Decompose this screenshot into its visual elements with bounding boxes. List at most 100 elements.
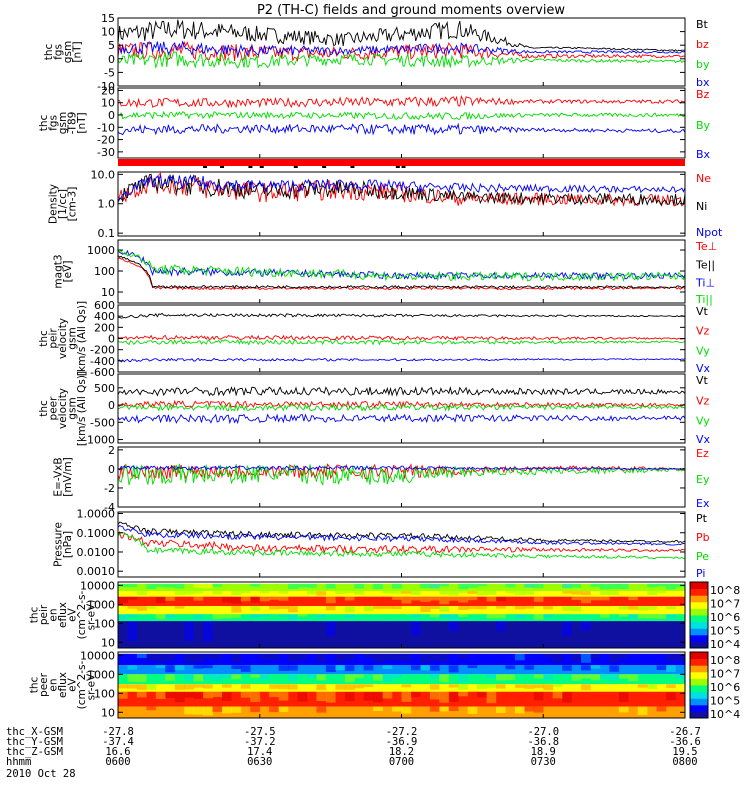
spectrogram-texture [637,665,648,672]
y-tick-label: 10000 [80,579,115,592]
spectrogram-texture [458,653,469,659]
y-axis-label: Pressure [52,522,64,567]
spectrogram-texture [240,583,251,587]
spectrogram-texture [599,606,610,611]
spectrogram-texture [581,665,591,671]
spectrogram-texture [335,653,346,663]
spectrogram-texture [420,674,431,681]
spectrogram-texture [288,684,299,690]
spectrogram-texture [420,596,431,602]
spectrogram-texture [448,614,459,620]
spectrogram-texture [278,606,289,609]
spectrogram-texture [533,614,544,620]
spectrogram-texture [373,583,384,590]
spectrogram-texture [174,706,185,715]
spectrogram-texture [165,591,176,596]
footer-value: -27.8 [102,726,134,738]
spectrogram-texture [524,674,535,679]
y-axis-label: gsm [62,41,74,63]
spectrogram-texture [675,684,686,690]
spectrogram-texture [278,591,289,594]
spectrogram-texture [486,691,497,704]
footer-value: -36.6 [669,736,701,748]
spectrogram-texture [666,614,677,619]
spectrogram-texture [136,591,147,596]
legend-Ne: Ne [696,172,711,185]
series-line-Ex [118,465,685,471]
panel-10: 10^810^710^610^510^4 10000 1000 100 10 thcpee… [29,649,741,721]
spectrogram-texture [514,706,525,714]
spectrogram-texture [666,706,677,712]
y-tick-label: 1000 [87,244,115,257]
spectrogram-texture [571,706,582,714]
spectrogram-texture [675,621,686,635]
spectrogram-texture [429,583,440,589]
y-tick-label: 10 [101,706,115,719]
status-mark [395,166,400,168]
spectrogram-texture [392,596,402,600]
y-tick-label: 0 [108,109,115,122]
spectrogram-texture [231,596,242,604]
spectrogram-texture [628,674,639,682]
series-line-Ez [118,463,685,481]
colorbar-tick-label: 10^7 [710,598,740,611]
status-mark [220,166,225,168]
spectrogram-texture [505,583,516,588]
spectrogram-texture [155,706,166,715]
spectrogram-texture [477,583,488,587]
y-axis-label: (cm^2-s- [76,660,88,709]
spectrogram-texture [552,706,563,714]
footer-value: 0600 [105,756,130,768]
spectrogram-texture [184,591,195,595]
y-axis-label: thc [29,677,41,694]
spectrogram-texture [439,591,450,595]
spectrogram-texture [401,674,412,682]
y-axis-label: [eV] [62,261,74,283]
spectrogram-texture [269,583,280,590]
spectrogram-texture [127,665,138,670]
spectrogram-texture [297,596,308,604]
spectrogram-texture [307,674,317,678]
spectrogram-texture [325,674,336,681]
spectrogram-texture [325,706,336,711]
spectrogram-texture [155,691,166,700]
spectrogram-texture [420,684,431,687]
spectrogram-texture [231,706,242,713]
y-tick-label: 1.0000 [77,508,116,521]
spectrogram-texture [562,691,573,703]
spectrogram-texture [165,684,176,690]
spectrogram-texture [297,583,308,588]
spectrogram-texture [467,691,478,699]
status-mark [259,166,264,168]
footer-value: 16.6 [105,746,130,758]
spectrogram-texture [552,674,563,679]
spectrogram-texture [533,591,544,595]
spectrogram-texture [514,596,525,602]
spectrogram-texture [599,653,610,658]
spectrogram-texture [165,606,176,611]
spectrogram-texture [250,665,261,672]
spectrogram-texture [420,706,431,716]
spectrogram-texture [184,665,195,669]
y-axis-label: [cm-3] [67,187,79,222]
colorbar-segment [690,691,708,699]
y-axis-label: -T89 [67,112,79,135]
series-group [118,19,685,70]
spectrogram-texture [609,583,620,589]
spectrogram-texture [212,684,223,689]
spectrogram-texture [146,674,157,681]
y-axis-label: [1/cc] [57,189,69,219]
spectrogram-texture [203,653,213,659]
spectrogram-texture [278,665,289,671]
legend-by: by [696,58,710,71]
spectrogram-texture [571,614,582,619]
spectrogram-texture [250,706,261,713]
y-axis-label: E=-VxB [52,457,64,496]
y-tick-label: 500 [94,382,115,395]
spectrogram-texture [155,591,166,594]
spectrogram-texture [288,614,299,620]
spectrogram-texture [609,621,620,633]
spectrogram-texture [496,606,506,609]
